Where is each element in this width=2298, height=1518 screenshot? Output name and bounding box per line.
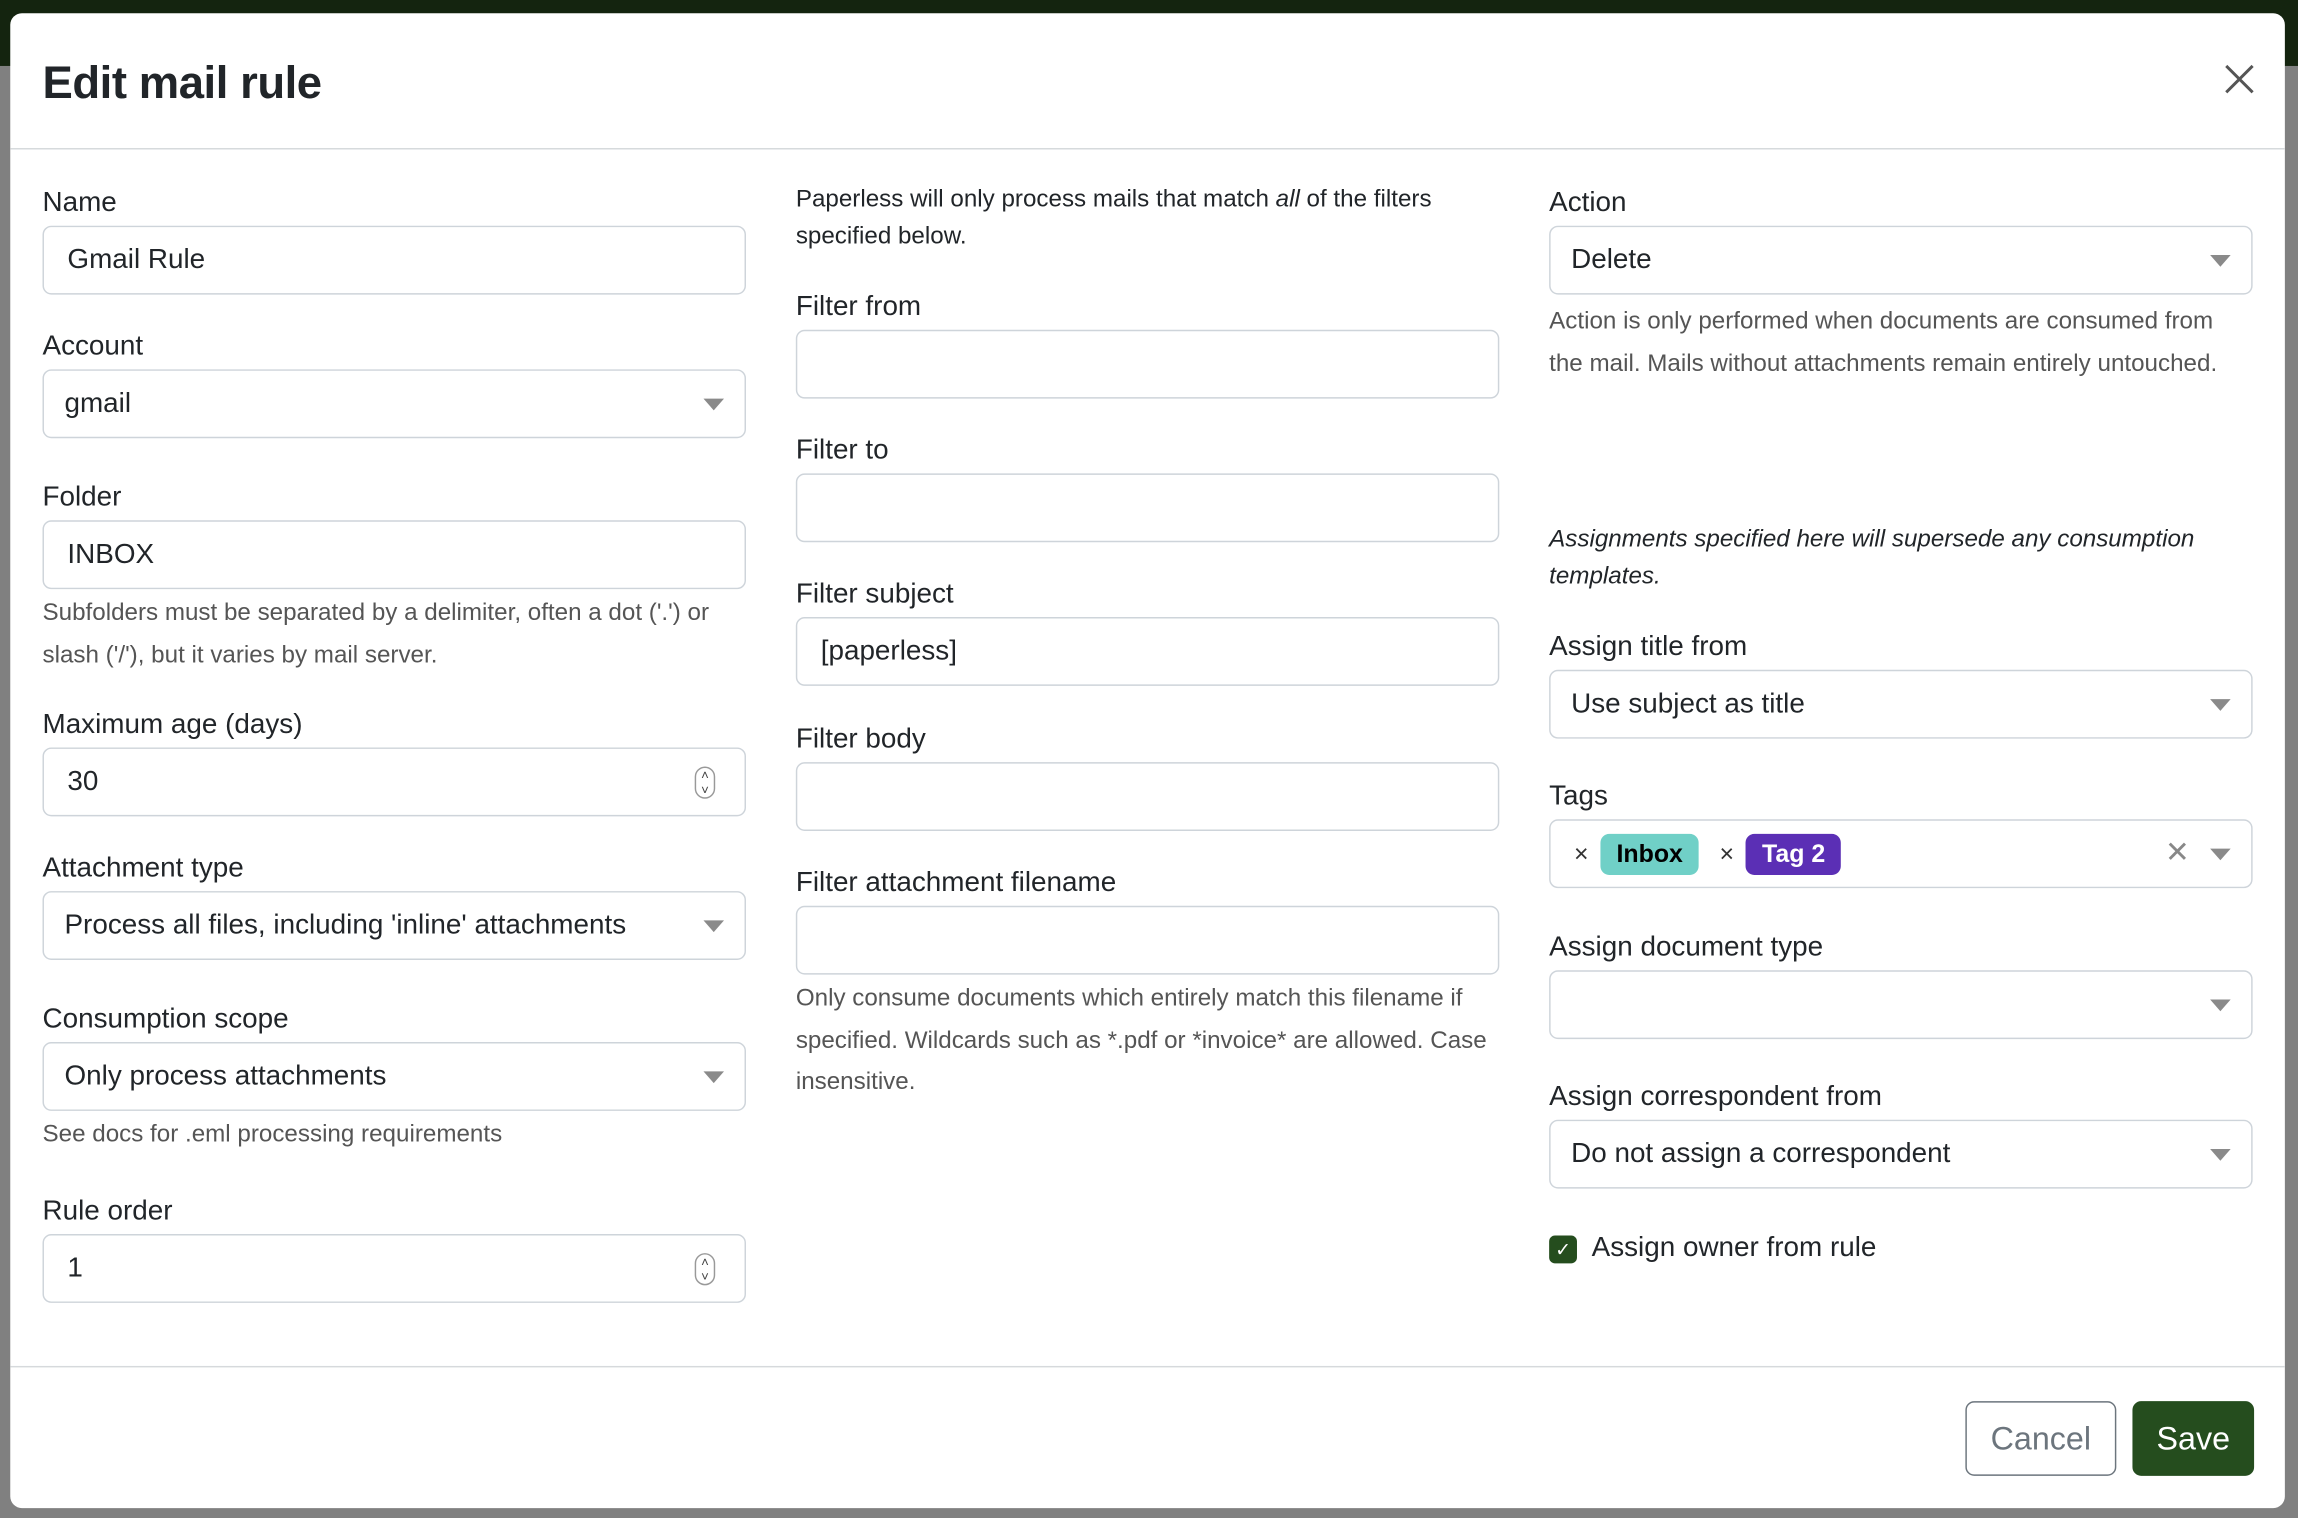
filter-body-field: Filter body — [795, 721, 1500, 831]
name-label: Name — [42, 187, 117, 219]
rule-order-input[interactable]: 1 ˄ ˅ — [42, 1234, 746, 1303]
assignments-note: Assignments specified here will supersed… — [1549, 526, 2195, 589]
clear-all-icon[interactable]: ✕ — [2165, 836, 2190, 870]
rule-order-field: Rule order 1 ˄ ˅ — [42, 1193, 746, 1303]
max-age-field: Maximum age (days) 30 ˄ ˅ — [42, 706, 746, 817]
intro-emphasis: all — [1275, 186, 1300, 213]
filter-body-label: Filter body — [795, 724, 926, 755]
chevron-down-icon — [703, 920, 725, 933]
action-label: Action — [1549, 187, 1627, 219]
action-value: Delete — [1571, 244, 1652, 276]
account-value: gmail — [64, 388, 132, 420]
name-field: Name Gmail Rule — [42, 185, 746, 295]
folder-label: Folder — [42, 482, 122, 513]
checkmark-icon[interactable]: ✓ — [1549, 1234, 1577, 1263]
chevron-down-icon — [703, 1071, 725, 1084]
number-spinner-icon[interactable]: ˄ ˅ — [694, 1253, 716, 1286]
filter-subject-label: Filter subject — [795, 578, 954, 610]
name-input[interactable]: Gmail Rule — [42, 225, 746, 295]
close-icon[interactable] — [2220, 60, 2258, 98]
rule-order-label: Rule order — [42, 1195, 173, 1227]
tags-select[interactable]: × Inbox × Tag 2 ✕ — [1549, 819, 2253, 889]
tags-label: Tags — [1549, 781, 1608, 812]
intro-text: Paperless will only process mails that m… — [795, 186, 1276, 213]
footer-divider — [10, 1365, 2285, 1368]
doc-type-label: Assign document type — [1549, 932, 1824, 963]
folder-help: Subfolders must be separated by a delimi… — [42, 599, 710, 668]
chevron-down-icon — [2210, 848, 2231, 861]
filter-subject-field: Filter subject [paperless] — [795, 576, 1500, 686]
tag-tag-2: Tag 2 — [1745, 833, 1842, 875]
remove-tag-icon[interactable]: × — [1719, 839, 1735, 868]
assign-owner-label: Assign owner from rule — [1591, 1232, 1877, 1264]
filter-to-field: Filter to — [795, 432, 1500, 543]
assign-title-value: Use subject as title — [1571, 688, 1805, 720]
filter-attachment-field: Filter attachment filename Only consume … — [795, 865, 1500, 1103]
correspondent-label: Assign correspondent from — [1549, 1081, 1882, 1113]
number-spinner-icon[interactable]: ˄ ˅ — [694, 766, 716, 799]
tag-inbox: Inbox — [1600, 833, 1700, 875]
max-age-input[interactable]: 30 ˄ ˅ — [42, 747, 746, 817]
filter-to-label: Filter to — [795, 435, 889, 467]
assign-title-field: Assign title from Use subject as title — [1549, 629, 2253, 739]
chevron-down-icon — [2210, 999, 2231, 1012]
filter-subject-input[interactable]: [paperless] — [795, 617, 1500, 686]
filters-intro: Paperless will only process mails that m… — [796, 182, 1514, 254]
tags-field: Tags × Inbox × Tag 2 ✕ — [1549, 778, 2253, 889]
intro-text-end: of the filters specified below. — [795, 186, 1432, 249]
rule-order-value: 1 — [67, 1253, 83, 1284]
correspondent-value: Do not assign a correspondent — [1571, 1138, 1951, 1170]
filter-from-input[interactable] — [795, 329, 1500, 399]
filter-from-label: Filter from — [795, 291, 922, 323]
cancel-button[interactable]: Cancel — [1965, 1401, 2117, 1476]
action-field: Action Delete Action is only performed w… — [1549, 185, 2253, 384]
filter-attachment-input[interactable] — [795, 905, 1500, 975]
chevron-down-icon — [2210, 699, 2231, 711]
folder-input[interactable]: INBOX — [42, 520, 746, 590]
assign-title-label: Assign title from — [1549, 631, 1748, 663]
consumption-scope-label: Consumption scope — [42, 1003, 289, 1035]
doc-type-field: Assign document type — [1549, 929, 2253, 1040]
correspondent-select[interactable]: Do not assign a correspondent — [1549, 1119, 2253, 1189]
remove-tag-icon[interactable]: × — [1574, 839, 1589, 868]
chevron-down-icon — [703, 398, 725, 411]
max-age-value: 30 — [67, 766, 99, 798]
edit-mail-rule-dialog: Edit mail rule Name Gmail Rule Account g… — [10, 13, 2285, 1509]
max-age-label: Maximum age (days) — [42, 709, 303, 741]
folder-field: Folder INBOX Subfolders must be separate… — [42, 479, 746, 675]
filter-attachment-label: Filter attachment filename — [795, 867, 1117, 899]
attachment-type-select[interactable]: Process all files, including 'inline' at… — [42, 891, 746, 960]
correspondent-field: Assign correspondent from Do not assign … — [1549, 1079, 2253, 1189]
consumption-scope-select[interactable]: Only process attachments — [42, 1042, 746, 1111]
filter-from-field: Filter from — [795, 289, 1500, 399]
chevron-down-icon — [2210, 255, 2231, 267]
doc-type-select[interactable] — [1549, 970, 2253, 1040]
filter-to-input[interactable] — [795, 473, 1500, 543]
header-divider — [10, 148, 2285, 150]
consumption-scope-help: See docs for .eml processing requirement… — [42, 1121, 503, 1148]
filter-attachment-help: Only consume documents which entirely ma… — [795, 984, 1487, 1095]
attachment-type-field: Attachment type Process all files, inclu… — [42, 850, 746, 960]
filter-body-input[interactable] — [795, 762, 1500, 831]
assign-owner-checkbox[interactable]: ✓ Assign owner from rule — [1549, 1233, 1876, 1265]
account-label: Account — [42, 331, 144, 363]
save-button[interactable]: Save — [2132, 1401, 2255, 1476]
attachment-type-value: Process all files, including 'inline' at… — [64, 910, 627, 941]
consumption-scope-value: Only process attachments — [64, 1061, 387, 1092]
action-help: Action is only performed when documents … — [1549, 307, 2218, 376]
consumption-scope-field: Consumption scope Only process attachmen… — [42, 1001, 746, 1156]
attachment-type-label: Attachment type — [42, 852, 244, 884]
account-field: Account gmail — [42, 328, 746, 439]
chevron-down-icon — [2210, 1149, 2231, 1161]
dialog-title: Edit mail rule — [42, 57, 323, 109]
assign-title-select[interactable]: Use subject as title — [1549, 669, 2253, 739]
account-select[interactable]: gmail — [42, 369, 746, 439]
action-select[interactable]: Delete — [1549, 225, 2253, 295]
